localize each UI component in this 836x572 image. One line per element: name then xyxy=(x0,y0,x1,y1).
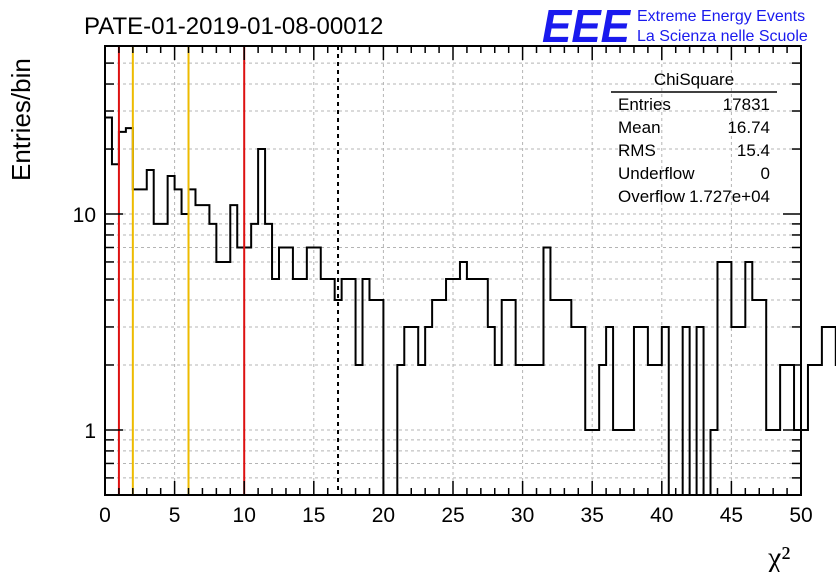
x-tick-label: 0 xyxy=(99,504,111,527)
logo: EEE Extreme Energy Events La Scienza nel… xyxy=(542,0,808,52)
y-tick-label: 10 xyxy=(73,204,96,227)
x-tick-label: 20 xyxy=(372,504,395,527)
stats-box: ChiSquare Entries 17831 Mean 16.74 RMS 15.4 Un… xyxy=(611,70,777,206)
y-tick-label: 1 xyxy=(84,420,96,443)
y-axis-ticks: 1 10 xyxy=(73,62,801,479)
stats-value: 0 xyxy=(761,164,770,183)
x-tick-label: 45 xyxy=(720,504,743,527)
stats-label: Overflow xyxy=(618,187,686,206)
stats-value: 16.74 xyxy=(727,118,770,137)
x-tick-label: 50 xyxy=(789,504,812,527)
x-tick-label: 5 xyxy=(169,504,181,527)
x-axis-label: χ² xyxy=(767,541,790,572)
x-axis-ticks: 0 5 10 15 20 25 30 35 40 45 50 xyxy=(99,46,813,527)
logo-mark: EEE xyxy=(542,0,631,52)
reference-lines xyxy=(117,46,340,495)
x-tick-label: 10 xyxy=(233,504,256,527)
logo-line-2: La Scienza nelle Scuole xyxy=(637,28,808,45)
x-tick-label: 40 xyxy=(650,504,673,527)
stats-label: RMS xyxy=(618,141,656,160)
logo-line-1: Extreme Energy Events xyxy=(637,8,805,25)
stats-label: Entries xyxy=(618,95,671,114)
histogram xyxy=(104,116,836,496)
stats-label: Underflow xyxy=(618,164,695,183)
x-tick-label: 35 xyxy=(581,504,604,527)
x-tick-label: 25 xyxy=(441,504,464,527)
x-tick-label: 30 xyxy=(511,504,534,527)
histogram-outline xyxy=(104,116,836,496)
stats-title: ChiSquare xyxy=(654,70,734,89)
grid xyxy=(105,46,801,495)
chart-title: PATE-01-2019-01-08-00012 xyxy=(84,13,383,40)
stats-value: 15.4 xyxy=(737,141,770,160)
stats-value: 17831 xyxy=(723,95,770,114)
y-axis-label: Entries/bin xyxy=(6,58,36,181)
stats-value: 1.727e+04 xyxy=(689,187,770,206)
x-tick-label: 15 xyxy=(302,504,325,527)
stats-label: Mean xyxy=(618,118,661,137)
